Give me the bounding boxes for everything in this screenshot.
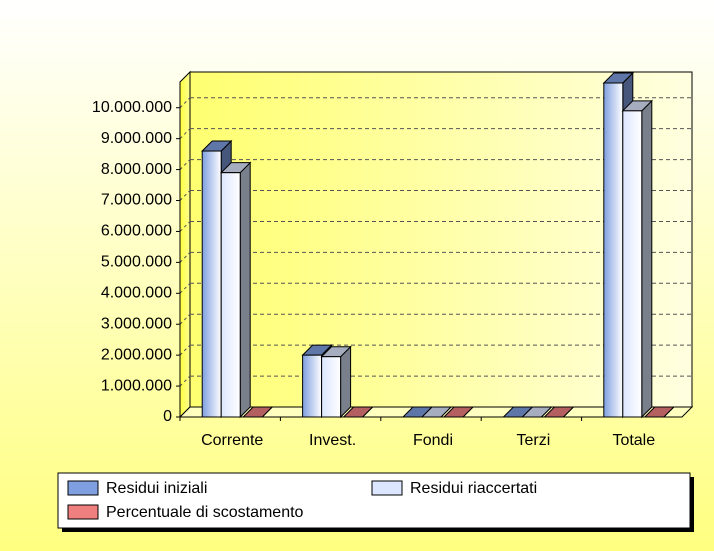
legend-swatch <box>67 504 99 520</box>
y-tick-label: 7.000.000 <box>101 192 172 209</box>
y-tick-label: 5.000.000 <box>101 254 172 271</box>
legend-swatch <box>371 480 403 496</box>
y-tick-label: 10.000.000 <box>92 99 172 116</box>
bar-top <box>241 406 274 418</box>
grid-line <box>179 97 191 109</box>
bar-top <box>643 406 676 418</box>
y-tick-label: 1.000.000 <box>101 377 172 394</box>
grid-line <box>179 159 191 170</box>
x-tick-label: Corrente <box>201 432 263 449</box>
legend-swatch <box>67 480 99 496</box>
bar-top <box>543 406 575 418</box>
bar <box>302 354 323 418</box>
bar-side <box>340 345 352 419</box>
bar <box>201 150 222 418</box>
bar <box>321 356 342 418</box>
y-tick-label: 3.000.000 <box>101 315 172 332</box>
x-tick-label: Totale <box>612 432 655 449</box>
y-tick-label: 4.000.000 <box>101 285 172 302</box>
bar <box>622 110 643 418</box>
side-wall <box>179 70 191 419</box>
grid-line <box>179 375 191 387</box>
x-tick-label: Invest. <box>309 432 356 449</box>
x-tick-label: Fondi <box>413 432 453 449</box>
y-tick-label: 6.000.000 <box>101 223 172 240</box>
legend-label: Percentuale di scostamento <box>106 504 304 521</box>
legend-label: Residui riaccertati <box>410 480 537 497</box>
bar-top <box>342 406 374 418</box>
bar-side <box>239 161 251 419</box>
grid-line <box>179 190 191 201</box>
grid-line <box>179 282 191 294</box>
grid-line <box>179 252 191 263</box>
bar <box>220 172 241 418</box>
bar <box>603 82 624 418</box>
grid-line <box>179 221 191 232</box>
y-tick-label: 9.000.000 <box>101 130 172 147</box>
legend: Residui iniziali Residui riaccertati Perce… <box>57 472 694 532</box>
y-tick-label: 0 <box>163 408 172 425</box>
grid-line <box>179 313 191 325</box>
bar-top <box>442 406 475 418</box>
bar-side <box>641 99 653 419</box>
legend-label: Residui iniziali <box>106 480 207 497</box>
grid-line <box>179 344 191 356</box>
bar-top <box>420 406 453 418</box>
x-tick-label: Terzi <box>517 432 551 449</box>
y-tick-label: 2.000.000 <box>101 346 172 363</box>
y-tick-label: 8.000.000 <box>101 161 172 178</box>
bar-top <box>521 406 553 418</box>
grid-line <box>179 128 191 140</box>
